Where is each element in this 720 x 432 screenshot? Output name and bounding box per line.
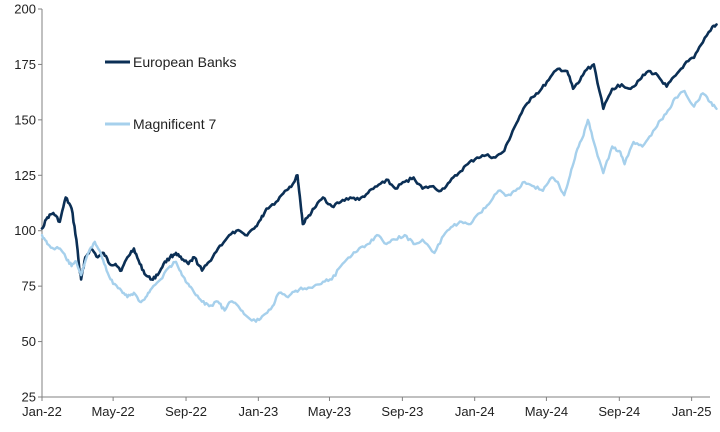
y-tick-label: 50 [22, 334, 36, 349]
y-axis: 25 50 75 100 125 150 175 200 [14, 2, 43, 405]
legend: European Banks Magnificent 7 [105, 54, 237, 132]
y-tick-label: 200 [14, 2, 36, 17]
x-axis: Jan-22 May-22 Sep-22 Jan-23 May-23 Sep-23 Jan-… [22, 396, 712, 419]
x-tick-label: Sep-23 [381, 404, 423, 419]
x-tick-label: May-23 [308, 404, 351, 419]
series-line-magnificent-7 [40, 89, 718, 323]
x-tick-label: Jan-23 [238, 404, 278, 419]
x-tick-label: Jan-25 [672, 404, 712, 419]
series-line-european-banks [40, 23, 718, 281]
y-tick-label: 100 [14, 223, 36, 238]
series-layer [40, 23, 718, 323]
x-tick-label: May-24 [525, 404, 568, 419]
y-tick-label: 150 [14, 112, 36, 127]
x-tick-label: Jan-22 [22, 404, 62, 419]
x-tick-label: Jan-24 [455, 404, 495, 419]
y-tick-label: 175 [14, 57, 36, 72]
x-tick-label: Sep-22 [165, 404, 207, 419]
y-tick-label: 25 [22, 390, 36, 405]
y-tick-label: 75 [22, 279, 36, 294]
x-tick-label: Sep-24 [598, 404, 640, 419]
legend-label: Magnificent 7 [133, 116, 216, 132]
x-tick-label: May-22 [91, 404, 134, 419]
legend-label: European Banks [133, 54, 237, 70]
y-tick-label: 125 [14, 168, 36, 183]
